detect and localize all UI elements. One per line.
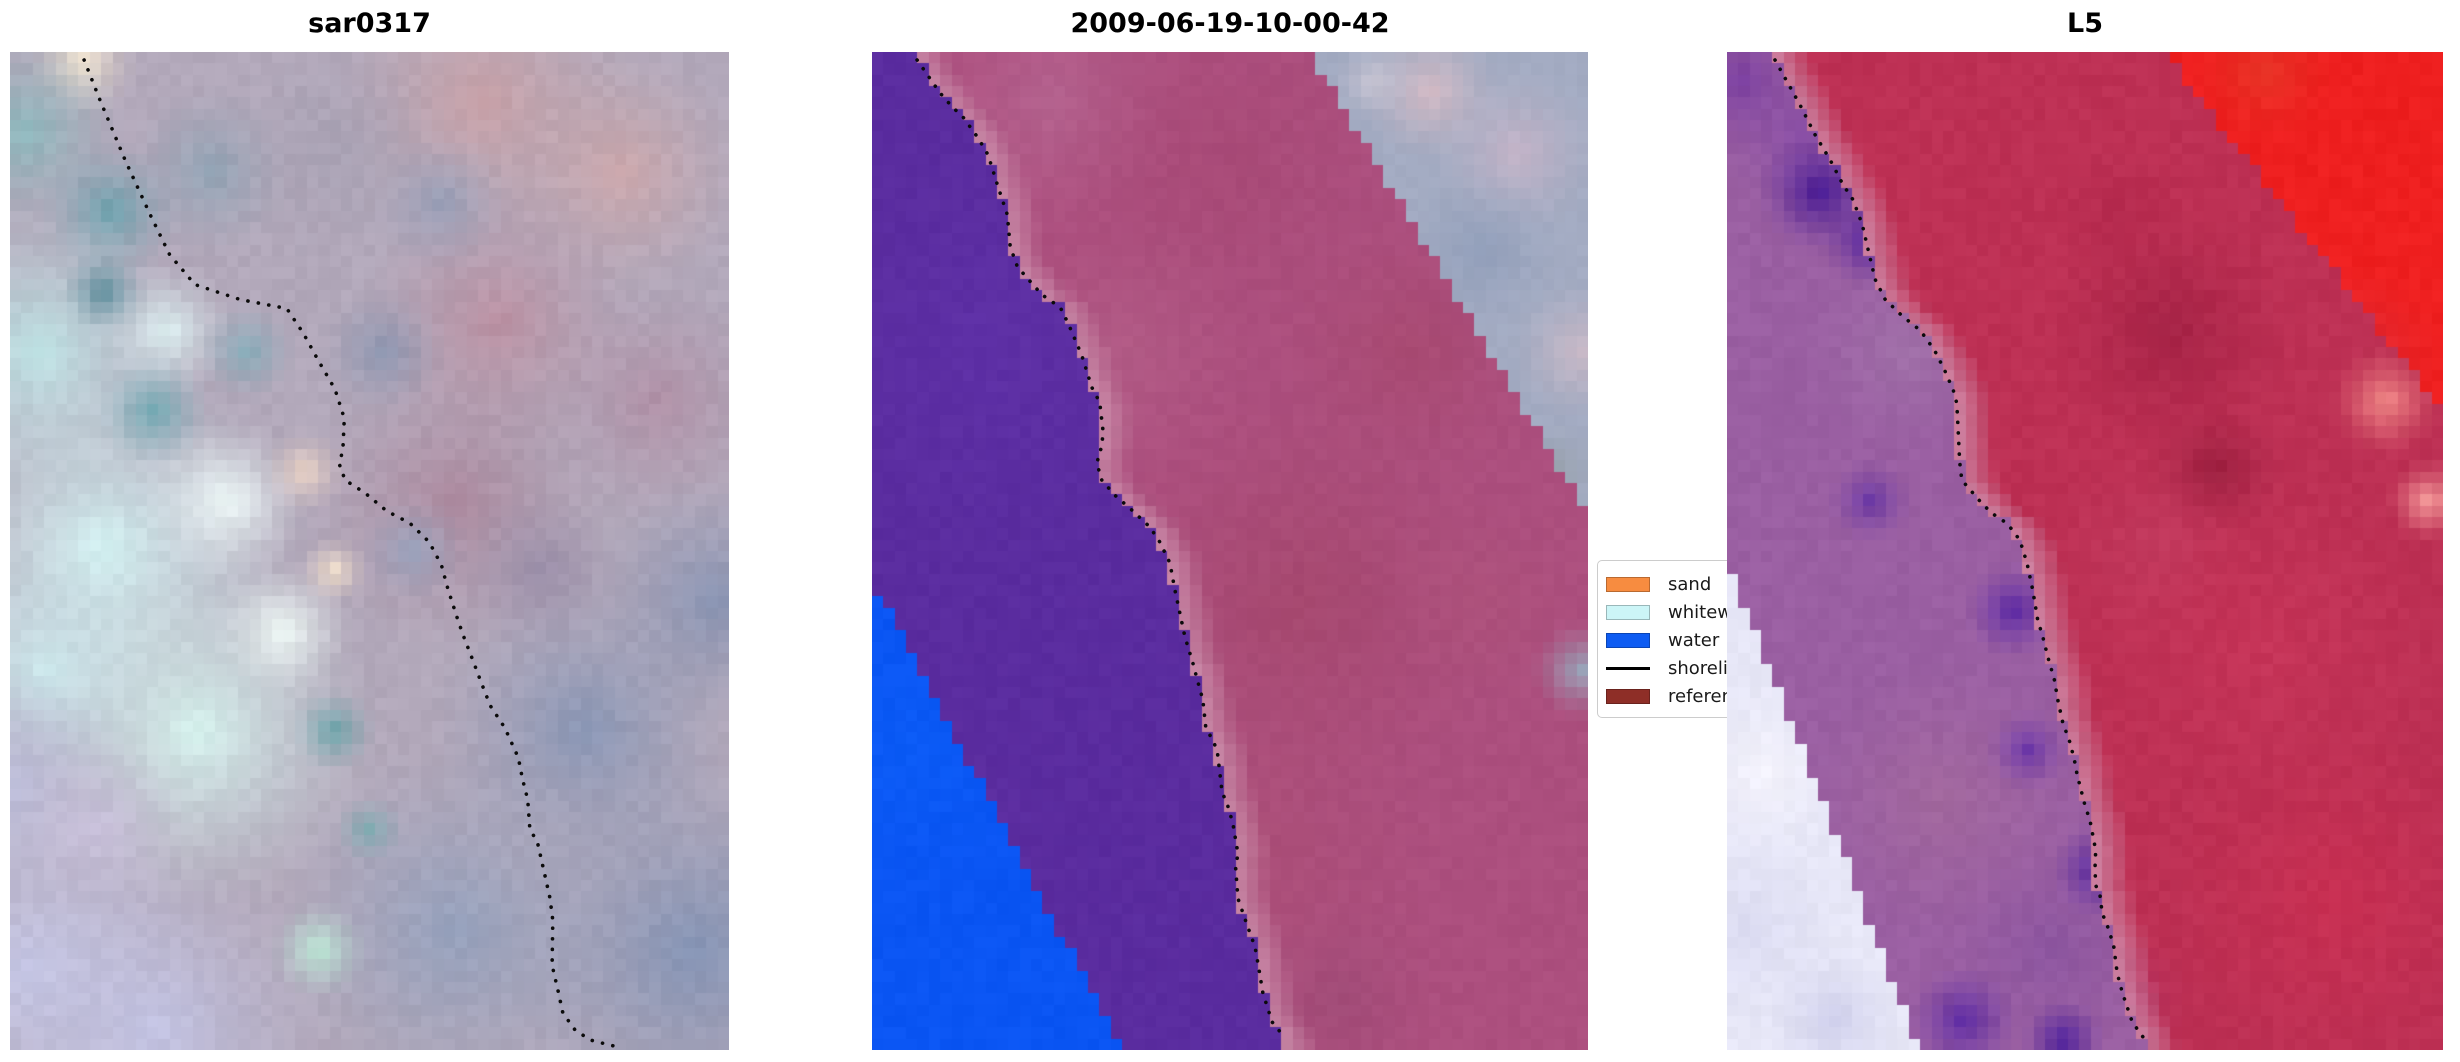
panel-image-l5 [1727, 52, 2443, 1050]
legend-label: whitew [1668, 601, 1732, 623]
panel-title-l5: L5 [2067, 8, 2103, 39]
satellite-image-canvas [10, 52, 729, 1050]
satellite-image-canvas [1727, 52, 2443, 1050]
legend-item-sand: sand [1606, 571, 1800, 597]
legend-item-shoreline: shoreli [1606, 655, 1800, 681]
legend-label: sand [1668, 573, 1712, 595]
shoreline-dots [915, 58, 1287, 1040]
shoreline-dots [82, 58, 625, 1050]
legend-label: referen [1668, 685, 1733, 707]
legend-item-reference: referen [1606, 683, 1800, 709]
legend-item-whitewater: whitew [1606, 599, 1800, 625]
shoreline-overlay [82, 58, 625, 1050]
satellite-image-canvas [872, 52, 1588, 1050]
reference-shoreline-swatch [1606, 688, 1650, 704]
shoreline-dots [1773, 58, 2145, 1039]
panel-title-date: 2009-06-19-10-00-42 [1070, 8, 1390, 39]
legend-label: water [1668, 629, 1720, 651]
shoreline-overlay [1773, 58, 2145, 1039]
sand-swatch [1606, 576, 1650, 592]
shoreline-overlay [915, 58, 1287, 1040]
shoreline-line-swatch [1606, 666, 1650, 670]
whitewater-swatch [1606, 604, 1650, 620]
panel-image-classified [872, 52, 1588, 1050]
legend-item-water: water [1606, 627, 1800, 653]
panel-title-sar0317: sar0317 [308, 8, 431, 39]
panel-image-sar0317 [10, 52, 729, 1050]
legend-label: shoreli [1668, 657, 1728, 679]
water-swatch [1606, 632, 1650, 648]
